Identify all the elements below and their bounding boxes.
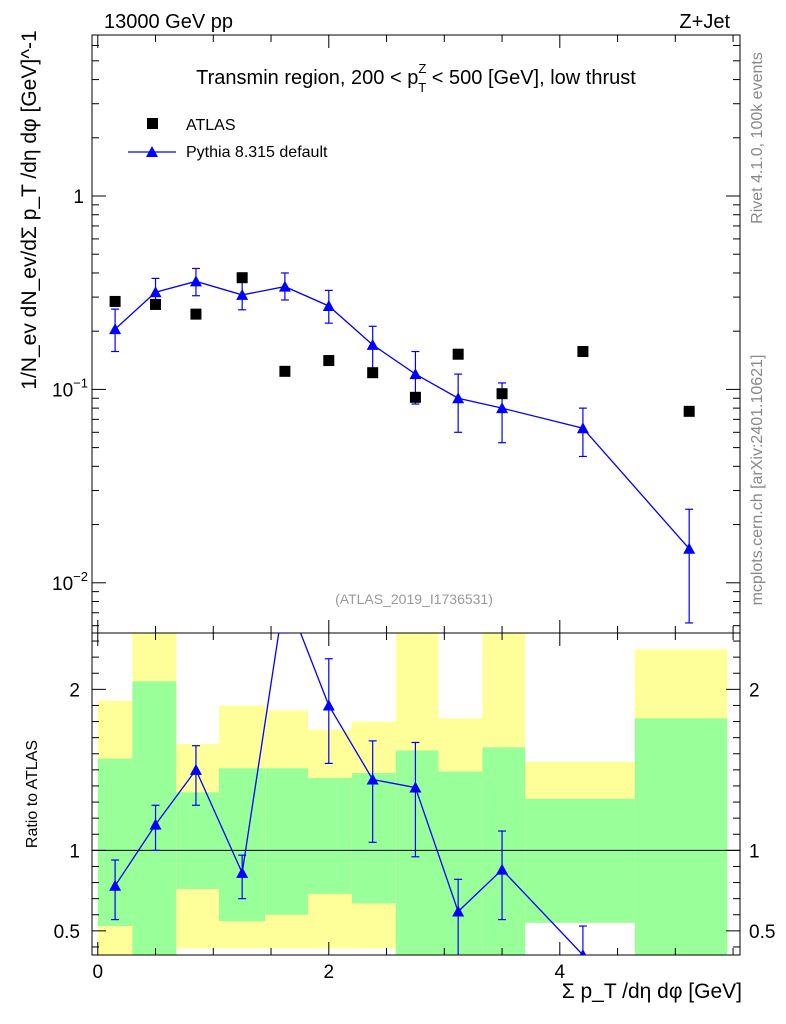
x-tick-label: 4 — [555, 962, 566, 983]
main-title: Transmin region, 200 < pZ T < 500 [GeV], … — [196, 61, 636, 95]
ratio-band-green — [634, 718, 728, 955]
ratio-band-green — [132, 681, 177, 955]
analysis-watermark: (ATLAS_2019_I1736531) — [335, 591, 493, 607]
ratio-y-axis-label: Ratio to ATLAS — [24, 740, 41, 848]
ratio-band-green — [438, 771, 483, 955]
process-label: Z+Jet — [679, 11, 730, 33]
pythia-point — [236, 288, 249, 300]
atlas-point — [279, 365, 291, 377]
ratio-y-tick-label-right: 0.5 — [749, 922, 775, 943]
atlas-point — [577, 346, 589, 358]
legend-pythia-marker — [146, 146, 158, 157]
pythia-point — [189, 275, 202, 287]
ratio-series-layer — [109, 587, 587, 955]
pythia-point — [683, 542, 696, 554]
atlas-point — [496, 388, 508, 400]
ratio-band-green — [308, 777, 352, 894]
x-tick-label: 0 — [92, 962, 103, 983]
atlas-point — [683, 405, 695, 417]
main-y-tick-label: 10−2 — [52, 569, 88, 595]
ratio-y-tick-label: 2 — [69, 680, 80, 701]
ratio-band-green — [482, 747, 526, 955]
pythia-point — [278, 280, 291, 292]
pythia-point — [322, 299, 335, 311]
pythia-point — [496, 402, 509, 414]
pythia-point — [109, 323, 122, 335]
ratio-ticks — [92, 633, 740, 955]
main-panel: 10−2 10−1 1 Transmin region, 200 < pZ T < 5… — [18, 30, 741, 634]
x-tick-labels: 0 2 4 — [92, 962, 565, 983]
atlas-point — [109, 295, 121, 307]
ratio-band-green — [525, 798, 635, 923]
title-sup: Z — [418, 61, 426, 76]
ratio-y-tick-label: 0.5 — [54, 922, 80, 943]
legend: ATLAS Pythia 8.315 default — [128, 117, 328, 161]
main-y-tick-labels: 10−2 10−1 1 — [52, 187, 88, 595]
ratio-y-tick-labels: 0.5 0.5 1 1 2 2 — [54, 680, 776, 943]
ratio-series-clip — [109, 587, 587, 955]
main-y-axis-label: 1/N_ev dN_ev/dΣ p_T /dη dφ [GeV]^-1 — [18, 30, 41, 389]
ratio-point — [452, 905, 465, 917]
pythia-point — [366, 338, 379, 350]
ratio-uncertainty-bands — [97, 633, 728, 955]
legend-atlas-label: ATLAS — [186, 117, 236, 134]
ratio-y-axis-label-text: Ratio to ATLAS — [24, 740, 41, 848]
ratio-point — [149, 818, 162, 830]
ratio-band-green — [351, 773, 396, 904]
ratio-y-tick-label-right: 1 — [749, 841, 760, 862]
ratio-band-green — [395, 750, 439, 955]
atlas-point — [190, 308, 202, 320]
ratio-band-green — [265, 768, 308, 915]
x-axis-label: Σ p_T /dη dφ [GeV] — [562, 980, 742, 1003]
main-y-axis-label-text: 1/N_ev dN_ev/dΣ p_T /dη dφ [GeV]^-1 — [18, 30, 41, 389]
ratio-y-tick-label-right: 2 — [749, 680, 760, 701]
x-tick-label: 2 — [324, 962, 335, 983]
main-ticks — [92, 35, 740, 633]
title-post: < 500 [GeV], low thrust — [426, 67, 636, 89]
ratio-point — [236, 866, 249, 878]
atlas-point — [150, 298, 162, 310]
ratio-point — [496, 863, 509, 875]
pythia-point — [409, 368, 422, 380]
pythia-point — [452, 392, 465, 404]
atlas-point — [367, 367, 379, 379]
pythia-point — [576, 422, 589, 434]
atlas-point — [323, 355, 335, 367]
ratio-point — [189, 763, 202, 775]
ratio-panel: 0.5 0.5 1 1 2 2 0 2 4 Ratio to ATLAS Σ p_T /dη … — [24, 587, 776, 1003]
ratio-point — [109, 879, 122, 891]
main-series-layer — [109, 267, 696, 624]
main-y-tick-label: 1 — [73, 187, 84, 208]
energy-label: 13000 GeV pp — [104, 11, 233, 33]
rivet-version-label: Rivet 4.1.0, 100k events — [749, 52, 766, 224]
ratio-point — [322, 699, 335, 711]
title-sub: T — [418, 80, 426, 95]
legend-atlas-marker — [147, 118, 158, 129]
ratio-band-green — [176, 792, 220, 889]
source-url-label: mcplots.cern.ch [arXiv:2401.10621] — [749, 355, 766, 606]
ratio-y-tick-label: 1 — [69, 841, 80, 862]
legend-pythia-label: Pythia 8.315 default — [186, 144, 328, 161]
ratio-point — [366, 773, 379, 785]
ratio-point — [279, 587, 291, 598]
atlas-point — [409, 391, 421, 403]
title-pre: Transmin region, 200 < p — [196, 67, 418, 89]
pythia-series-line — [114, 280, 690, 550]
ratio-point — [579, 949, 587, 955]
atlas-point — [452, 348, 464, 360]
ratio-point — [409, 781, 422, 793]
ratio-plot-frame — [91, 632, 741, 956]
pythia-point — [149, 286, 162, 298]
main-y-tick-label: 10−1 — [52, 375, 88, 401]
atlas-point — [236, 272, 248, 284]
